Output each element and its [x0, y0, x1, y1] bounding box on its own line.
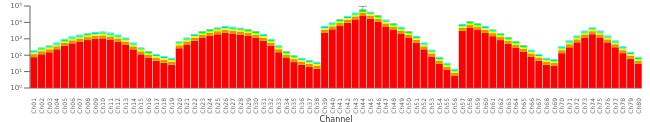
- svg-text:Ch21: Ch21: [183, 98, 190, 114]
- svg-text:Ch40: Ch40: [329, 98, 336, 114]
- svg-text:Ch28: Ch28: [237, 98, 244, 114]
- svg-text:Ch23: Ch23: [199, 98, 206, 114]
- svg-text:Ch33: Ch33: [275, 98, 282, 114]
- svg-text:Ch71: Ch71: [566, 98, 573, 114]
- svg-text:Ch27: Ch27: [229, 98, 236, 114]
- svg-text:10³: 10³: [10, 35, 22, 43]
- svg-text:Ch10: Ch10: [99, 98, 106, 114]
- svg-text:Ch25: Ch25: [214, 98, 221, 114]
- svg-text:Ch67: Ch67: [535, 98, 542, 114]
- svg-text:Ch03: Ch03: [46, 98, 53, 114]
- svg-text:Ch37: Ch37: [306, 98, 313, 114]
- svg-text:10⁰: 10⁰: [10, 84, 22, 92]
- svg-text:Ch36: Ch36: [298, 98, 305, 114]
- svg-text:Ch49: Ch49: [398, 98, 405, 114]
- svg-text:Ch59: Ch59: [474, 98, 481, 114]
- svg-text:Ch55: Ch55: [443, 98, 450, 114]
- svg-text:Ch60: Ch60: [482, 98, 489, 114]
- svg-text:Ch57: Ch57: [459, 98, 466, 114]
- svg-text:10⁵: 10⁵: [10, 2, 22, 10]
- svg-text:Ch46: Ch46: [375, 98, 382, 114]
- svg-text:Ch15: Ch15: [137, 98, 144, 114]
- svg-text:Ch17: Ch17: [153, 98, 160, 114]
- svg-text:Ch77: Ch77: [612, 98, 619, 114]
- svg-text:Ch74: Ch74: [589, 98, 596, 114]
- svg-text:Ch02: Ch02: [38, 98, 45, 114]
- svg-text:Ch62: Ch62: [497, 98, 504, 114]
- svg-text:Ch07: Ch07: [76, 98, 83, 114]
- svg-text:Ch58: Ch58: [466, 98, 473, 114]
- svg-text:Ch38: Ch38: [313, 98, 320, 114]
- svg-text:Ch18: Ch18: [160, 98, 167, 114]
- svg-text:Ch42: Ch42: [344, 98, 351, 114]
- svg-text:Ch79: Ch79: [627, 98, 634, 114]
- svg-text:Ch78: Ch78: [619, 98, 626, 114]
- svg-text:Ch30: Ch30: [252, 98, 259, 114]
- svg-text:Ch24: Ch24: [206, 98, 213, 114]
- svg-text:Ch16: Ch16: [145, 98, 152, 114]
- svg-text:Ch34: Ch34: [283, 98, 290, 114]
- svg-text:Ch73: Ch73: [581, 98, 588, 114]
- svg-text:Ch14: Ch14: [130, 98, 137, 114]
- svg-text:Ch20: Ch20: [176, 98, 183, 114]
- svg-text:Ch61: Ch61: [489, 98, 496, 114]
- svg-text:Ch05: Ch05: [61, 98, 68, 114]
- svg-text:Ch12: Ch12: [114, 98, 121, 114]
- svg-text:Ch51: Ch51: [413, 98, 420, 114]
- svg-text:Ch43: Ch43: [352, 98, 359, 114]
- svg-text:Ch01: Ch01: [30, 98, 37, 114]
- svg-text:Ch44: Ch44: [359, 98, 366, 114]
- svg-text:Ch66: Ch66: [528, 98, 535, 114]
- svg-text:Ch13: Ch13: [122, 98, 129, 114]
- svg-text:Ch75: Ch75: [596, 98, 603, 114]
- svg-text:Ch72: Ch72: [573, 98, 580, 114]
- svg-text:Ch19: Ch19: [168, 98, 175, 114]
- svg-text:Ch22: Ch22: [191, 98, 198, 114]
- svg-text:Ch45: Ch45: [367, 98, 374, 114]
- svg-text:Ch52: Ch52: [420, 98, 427, 114]
- svg-text:Ch76: Ch76: [604, 98, 611, 114]
- svg-text:Channel: Channel: [320, 115, 353, 122]
- svg-text:Ch08: Ch08: [84, 98, 91, 114]
- svg-text:Ch39: Ch39: [321, 98, 328, 114]
- svg-text:Ch35: Ch35: [290, 98, 297, 114]
- svg-text:Ch29: Ch29: [245, 98, 252, 114]
- svg-text:Ch04: Ch04: [53, 98, 60, 114]
- svg-text:Ch65: Ch65: [520, 98, 527, 114]
- svg-text:Ch47: Ch47: [382, 98, 389, 114]
- svg-text:Ch64: Ch64: [512, 98, 519, 114]
- svg-text:Ch53: Ch53: [428, 98, 435, 114]
- svg-text:Ch41: Ch41: [336, 98, 343, 114]
- svg-text:Ch32: Ch32: [267, 98, 274, 114]
- svg-text:Ch80: Ch80: [635, 98, 642, 114]
- svg-text:Ch63: Ch63: [505, 98, 512, 114]
- svg-text:Ch56: Ch56: [451, 98, 458, 114]
- svg-text:Ch09: Ch09: [92, 98, 99, 114]
- svg-text:10⁴: 10⁴: [10, 19, 22, 27]
- svg-text:Ch54: Ch54: [436, 98, 443, 114]
- svg-text:Ch68: Ch68: [543, 98, 550, 114]
- svg-text:10¹: 10¹: [10, 68, 22, 76]
- svg-text:Ch69: Ch69: [551, 98, 558, 114]
- svg-text:Ch11: Ch11: [107, 98, 114, 114]
- svg-text:Ch06: Ch06: [69, 98, 76, 114]
- svg-text:Ch26: Ch26: [222, 98, 229, 114]
- svg-text:Ch31: Ch31: [260, 98, 267, 114]
- svg-text:10²: 10²: [10, 52, 22, 60]
- svg-text:Ch50: Ch50: [405, 98, 412, 114]
- svg-text:Ch48: Ch48: [390, 98, 397, 114]
- svg-text:Ch70: Ch70: [558, 98, 565, 114]
